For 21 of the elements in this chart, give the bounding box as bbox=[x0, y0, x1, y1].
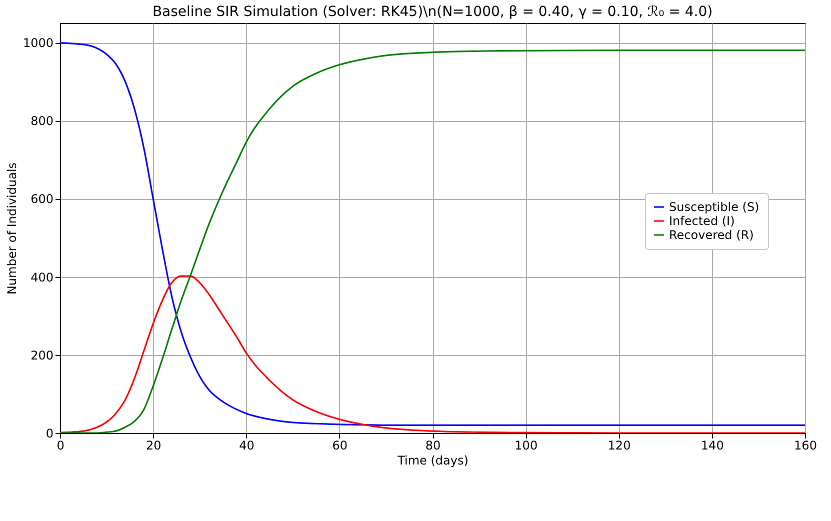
x-tick-label: 160 bbox=[794, 438, 817, 452]
legend-label: Recovered (R) bbox=[669, 228, 754, 242]
x-tick-label: 100 bbox=[514, 438, 538, 452]
legend-label: Susceptible (S) bbox=[669, 200, 760, 214]
x-tick-label: 120 bbox=[608, 438, 631, 452]
y-tick-label: 400 bbox=[30, 270, 54, 284]
y-tick-label: 1000 bbox=[22, 36, 54, 50]
x-axis-title: Time (days) bbox=[396, 454, 468, 468]
x-tick-label: 0 bbox=[56, 438, 64, 452]
x-tick-label: 40 bbox=[239, 438, 254, 452]
y-tick-label: 600 bbox=[30, 192, 54, 206]
legend-label: Infected (I) bbox=[669, 214, 735, 228]
chart-title: Baseline SIR Simulation (Solver: RK45)\n(N=1000, β = 0.40, γ = 0.10, ℛ₀ = 4.0) bbox=[152, 4, 713, 20]
x-tick-label: 60 bbox=[332, 438, 348, 452]
x-tick-label: 140 bbox=[700, 438, 724, 452]
y-tick-label: 800 bbox=[30, 114, 54, 128]
y-axis-title: Number of Individuals bbox=[4, 162, 19, 295]
y-tick-label: 0 bbox=[46, 426, 54, 440]
x-tick-label: 80 bbox=[425, 438, 441, 452]
y-tick-label: 200 bbox=[30, 348, 54, 362]
x-tick-label: 20 bbox=[146, 438, 162, 452]
